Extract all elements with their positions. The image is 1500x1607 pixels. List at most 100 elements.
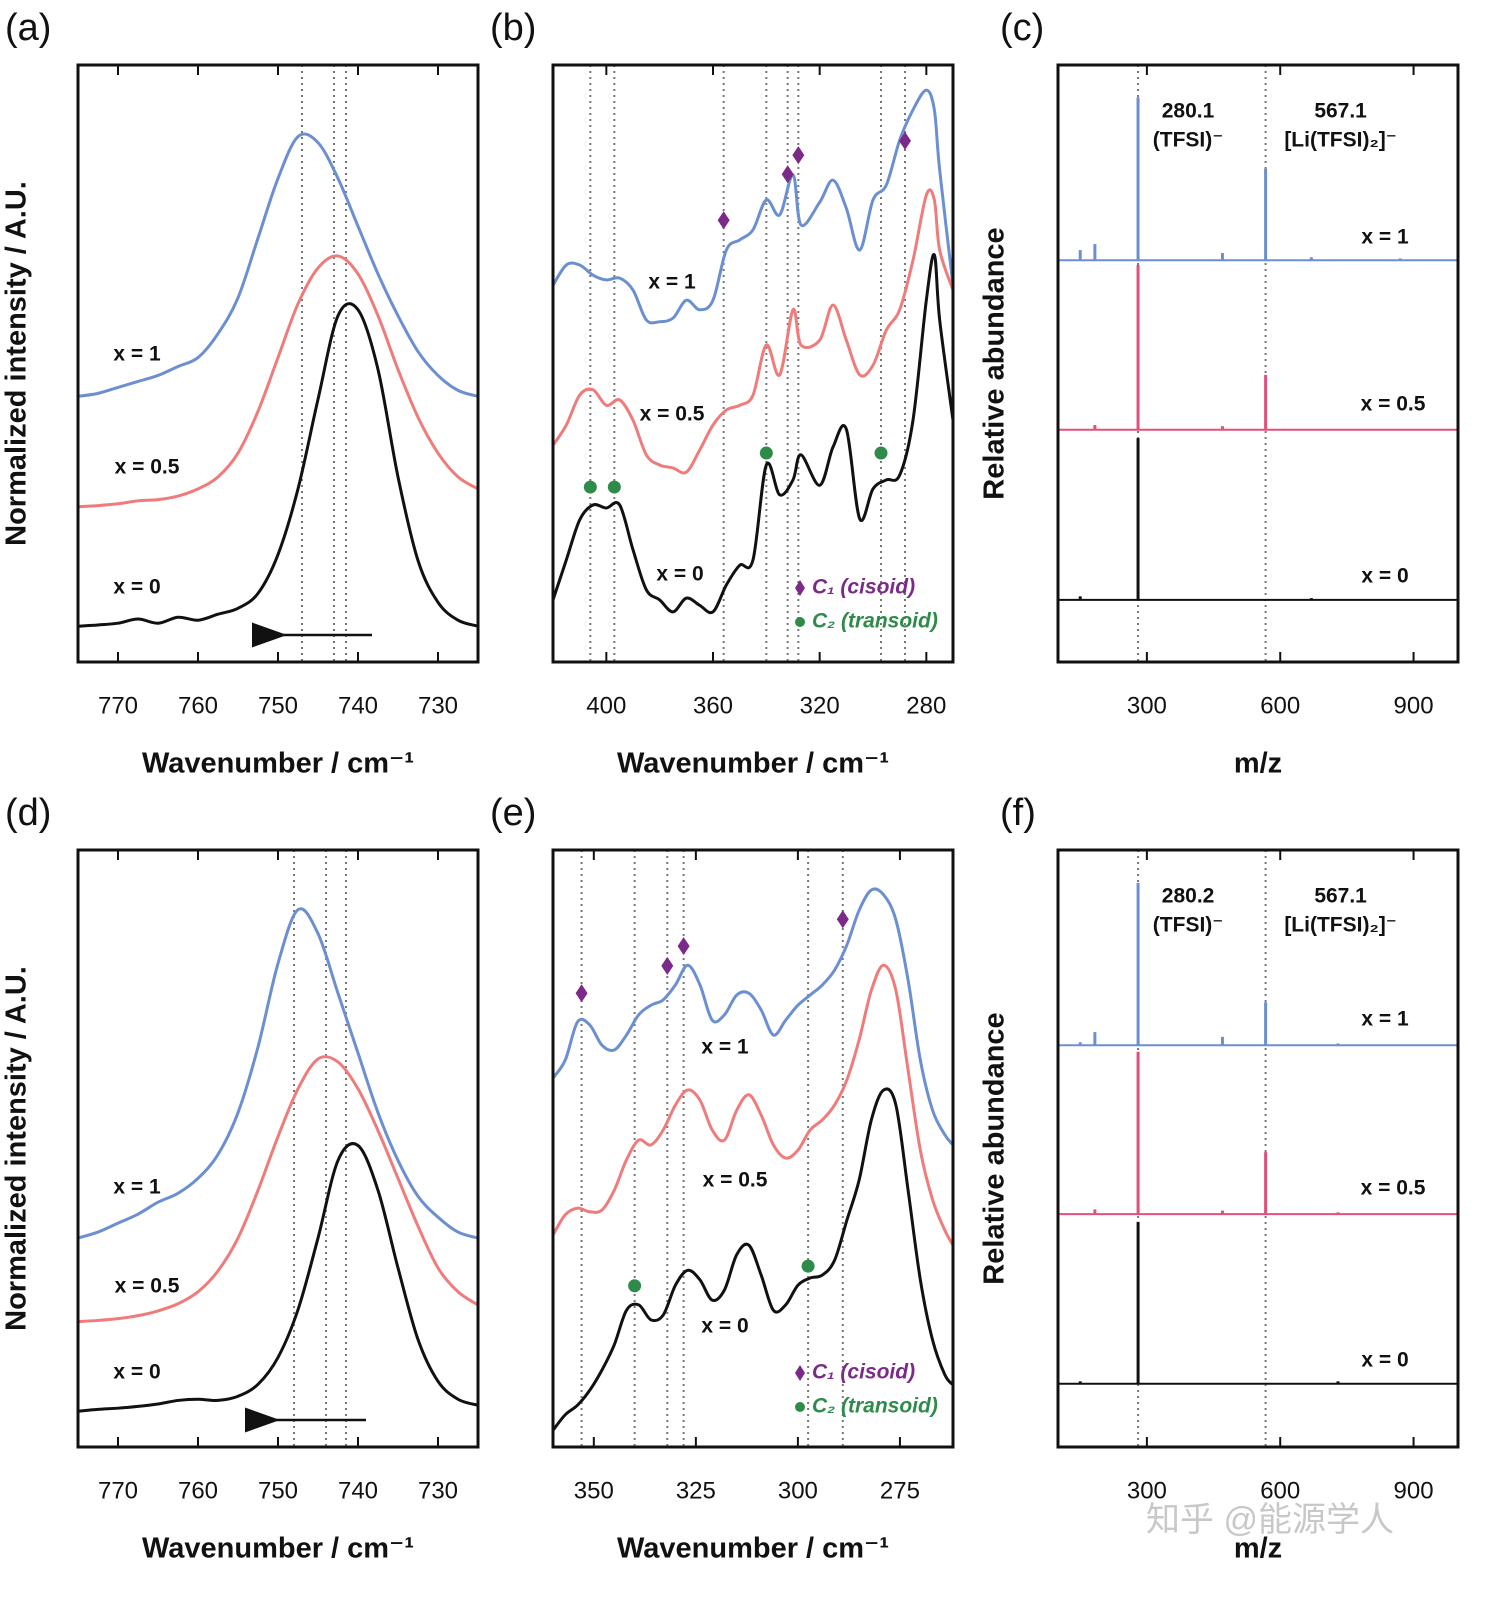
circle-marker xyxy=(607,480,621,494)
peak-label: 280.2 xyxy=(1162,885,1215,908)
x-axis-label: m/z xyxy=(1234,748,1282,780)
x-tick-label: 300 xyxy=(1127,692,1167,719)
spectrum-line xyxy=(551,1087,955,1432)
ion-label: (TFSI)⁻ xyxy=(1153,914,1224,937)
x-tick-label: 760 xyxy=(178,1477,218,1504)
spectrum-line xyxy=(551,253,955,615)
ion-label: [Li(TFSI)₂]⁻ xyxy=(1284,914,1397,937)
x-tick-label: 900 xyxy=(1394,1477,1434,1504)
x-tick-label: 275 xyxy=(880,1477,920,1504)
curve-label: x = 1 xyxy=(701,1036,749,1059)
legend-label: C₂ (transoid) xyxy=(812,1395,938,1418)
curve-label: x = 0.5 xyxy=(703,1169,768,1192)
x-tick-label: 400 xyxy=(586,692,626,719)
plot-frame xyxy=(1056,63,1460,664)
plot-frame xyxy=(551,63,955,664)
diamond-marker xyxy=(836,910,849,929)
circle-marker xyxy=(874,446,888,460)
legend-symbol xyxy=(795,580,805,596)
y-axis-label: Normalized intensity / A.U. xyxy=(1,181,33,546)
ion-label: (TFSI)⁻ xyxy=(1153,129,1224,152)
curve-label: x = 1 xyxy=(113,343,161,366)
legend-label: C₁ (cisoid) xyxy=(812,1361,915,1384)
watermark: 知乎 @能源学人 xyxy=(1146,1501,1394,1539)
x-tick-label: 320 xyxy=(800,692,840,719)
spectrum-line xyxy=(77,302,479,628)
curve-label: x = 0 xyxy=(113,576,160,599)
diamond-marker xyxy=(717,211,730,230)
spectrum-line xyxy=(551,88,955,325)
x-tick-label: 740 xyxy=(338,692,378,719)
panel-label: (d) xyxy=(5,792,51,834)
x-tick-label: 300 xyxy=(778,1477,818,1504)
curve-label: x = 0.5 xyxy=(1361,1177,1426,1200)
diamond-marker xyxy=(661,956,674,975)
panel-label: (e) xyxy=(490,792,536,834)
curve-label: x = 0 xyxy=(1361,1349,1408,1372)
legend-label: C₁ (cisoid) xyxy=(812,576,915,599)
x-tick-label: 760 xyxy=(178,692,218,719)
circle-marker xyxy=(628,1279,642,1293)
diamond-marker xyxy=(575,984,588,1003)
diamond-marker xyxy=(781,165,794,184)
curve-label: x = 0.5 xyxy=(1361,393,1426,416)
ion-label: [Li(TFSI)₂]⁻ xyxy=(1284,129,1397,152)
x-tick-label: 300 xyxy=(1127,1477,1167,1504)
curve-label: x = 0 xyxy=(113,1361,160,1384)
curve-label: x = 0.5 xyxy=(115,1275,180,1298)
x-tick-label: 730 xyxy=(418,1477,458,1504)
diamond-marker xyxy=(792,146,805,165)
plot-frame xyxy=(551,848,955,1449)
x-axis-label: m/z xyxy=(1234,1533,1282,1565)
peak-label: 567.1 xyxy=(1314,885,1367,908)
spectrum-line xyxy=(77,907,479,1240)
legend-symbol xyxy=(795,1365,805,1381)
circle-marker xyxy=(583,480,597,494)
spectrum-line xyxy=(551,887,955,1146)
y-axis-label: Relative abundance xyxy=(979,1012,1011,1284)
spectrum-line xyxy=(77,132,479,398)
x-axis-label: Wavenumber / cm⁻¹ xyxy=(142,748,414,780)
x-tick-label: 750 xyxy=(258,1477,298,1504)
panel-label: (a) xyxy=(5,7,51,49)
peak-label: 280.1 xyxy=(1162,100,1215,123)
x-tick-label: 770 xyxy=(98,1477,138,1504)
circle-marker xyxy=(801,1259,815,1273)
panel-label: (c) xyxy=(1000,7,1044,49)
panel-label: (f) xyxy=(1000,792,1036,834)
x-tick-label: 750 xyxy=(258,692,298,719)
spectrum-line xyxy=(77,1055,479,1324)
legend-symbol xyxy=(795,617,805,627)
curve-label: x = 1 xyxy=(1361,226,1409,249)
x-tick-label: 900 xyxy=(1394,692,1434,719)
spectrum-line xyxy=(77,254,479,509)
legend-symbol xyxy=(795,1402,805,1412)
x-tick-label: 770 xyxy=(98,692,138,719)
curve-label: x = 0 xyxy=(701,1315,748,1338)
x-tick-label: 350 xyxy=(574,1477,614,1504)
y-axis-label: Relative abundance xyxy=(979,227,1011,499)
y-axis-label: Normalized intensity / A.U. xyxy=(1,966,33,1331)
peak-label: 567.1 xyxy=(1314,100,1367,123)
spectrum-line xyxy=(551,188,955,475)
curve-label: x = 1 xyxy=(113,1176,161,1199)
plot-frame xyxy=(1056,848,1460,1449)
curve-label: x = 1 xyxy=(1361,1008,1409,1031)
panel-label: (b) xyxy=(490,7,536,49)
x-tick-label: 280 xyxy=(906,692,946,719)
diamond-marker xyxy=(677,937,690,956)
plot-frame xyxy=(76,848,480,1449)
legend-label: C₂ (transoid) xyxy=(812,610,938,633)
spectrum-line xyxy=(551,963,955,1246)
circle-marker xyxy=(759,446,773,460)
x-tick-label: 600 xyxy=(1260,692,1300,719)
curve-label: x = 0.5 xyxy=(640,403,705,426)
x-axis-label: Wavenumber / cm⁻¹ xyxy=(617,748,889,780)
spectrum-line xyxy=(77,1142,479,1413)
curve-label: x = 0 xyxy=(656,563,703,586)
diamond-marker xyxy=(899,131,911,150)
x-axis-label: Wavenumber / cm⁻¹ xyxy=(617,1533,889,1565)
x-tick-label: 360 xyxy=(693,692,733,719)
